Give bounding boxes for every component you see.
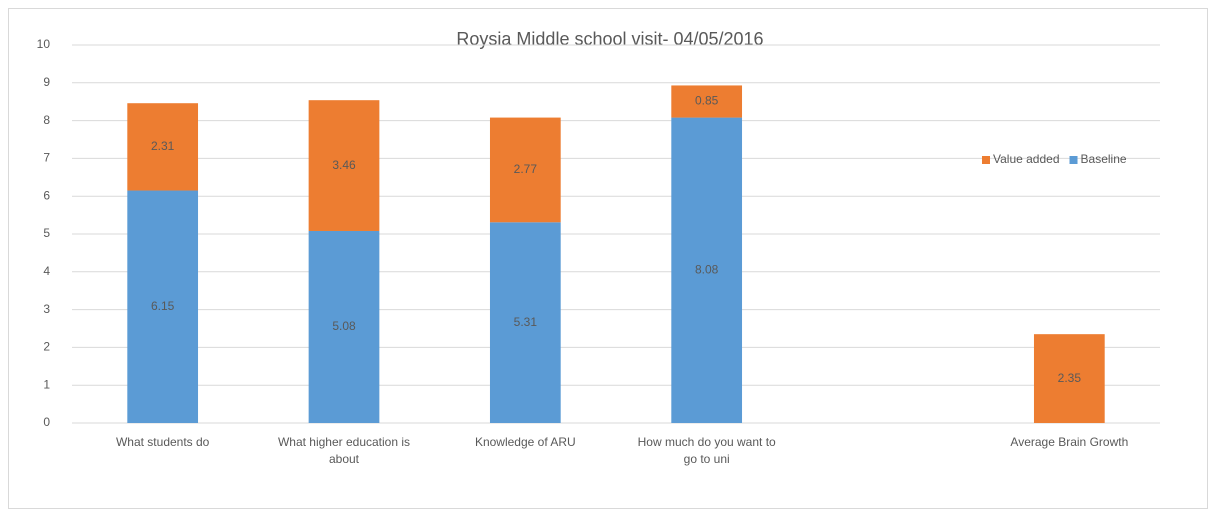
y-tick-label: 2 bbox=[43, 340, 50, 354]
legend-label: Baseline bbox=[1081, 152, 1127, 166]
y-tick-label: 6 bbox=[43, 188, 50, 202]
bar-segment bbox=[127, 103, 199, 191]
bar-segment bbox=[489, 117, 561, 223]
bar-segment bbox=[308, 230, 380, 423]
y-tick-label: 7 bbox=[43, 151, 50, 165]
data-label: 2.35 bbox=[1058, 371, 1082, 385]
chart-title: Roysia Middle school visit- 04/05/2016 bbox=[456, 29, 763, 49]
data-label: 5.31 bbox=[514, 315, 538, 329]
chart-border bbox=[8, 8, 1208, 509]
bar-segment bbox=[489, 222, 561, 423]
x-tick-label: Knowledge of ARU bbox=[475, 435, 576, 449]
data-label: 2.77 bbox=[514, 162, 538, 176]
data-label: 3.46 bbox=[332, 158, 356, 172]
data-label: 5.08 bbox=[332, 319, 356, 333]
legend-swatch bbox=[982, 156, 990, 164]
data-label: 0.85 bbox=[695, 94, 719, 108]
y-tick-label: 0 bbox=[43, 415, 50, 429]
y-tick-label: 3 bbox=[43, 302, 50, 316]
data-label: 8.08 bbox=[695, 262, 719, 276]
bar-segment bbox=[671, 85, 743, 118]
bar-segment bbox=[127, 190, 199, 423]
x-tick-label: What higher education is about bbox=[278, 435, 410, 466]
y-tick-label: 4 bbox=[43, 264, 50, 278]
y-tick-label: 9 bbox=[43, 75, 50, 89]
data-label: 2.31 bbox=[151, 139, 175, 153]
y-tick-label: 8 bbox=[43, 113, 50, 127]
legend-label: Value added bbox=[993, 152, 1060, 166]
bar-segment bbox=[1033, 334, 1105, 423]
y-tick-label: 1 bbox=[43, 377, 50, 391]
y-tick-label: 5 bbox=[43, 226, 50, 240]
x-tick-label: What students do bbox=[116, 435, 210, 449]
x-tick-label: Average Brain Growth bbox=[1010, 435, 1128, 449]
bar-segment bbox=[671, 117, 743, 424]
y-tick-label: 10 bbox=[37, 37, 51, 51]
bar-segment bbox=[308, 100, 380, 231]
x-tick-label: How much do you want to go to uni bbox=[638, 435, 776, 466]
data-label: 6.15 bbox=[151, 299, 175, 313]
legend-swatch bbox=[1069, 156, 1078, 164]
